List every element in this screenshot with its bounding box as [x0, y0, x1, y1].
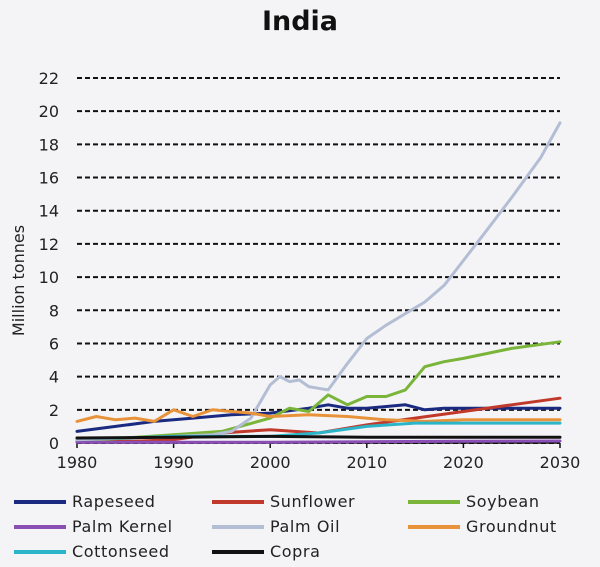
legend-item-rapeseed: Rapeseed — [14, 490, 212, 513]
legend-label: Copra — [270, 542, 321, 561]
series-line-soybean — [75, 340, 562, 443]
legend-item-copra: Copra — [212, 540, 408, 563]
legend-item-cottonseed: Cottonseed — [14, 540, 212, 563]
legend: Rapeseed Sunflower Soybean Palm Kernel Palm … — [14, 490, 594, 563]
chart-title: India — [261, 6, 339, 37]
y-tick-label: 2 — [49, 401, 59, 420]
series-line-groundnut — [75, 408, 562, 423]
legend-label: Cottonseed — [72, 542, 170, 561]
x-tick-label: 2020 — [443, 453, 484, 472]
legend-swatch — [212, 549, 264, 554]
x-tick-label: 2000 — [250, 453, 291, 472]
y-tick-label: 0 — [49, 434, 59, 453]
legend-item-groundnut: Groundnut — [408, 515, 594, 538]
x-tick-label: 2030 — [540, 453, 581, 472]
x-tick-label: 1980 — [57, 453, 98, 472]
x-tick-label: 1990 — [153, 453, 194, 472]
series-line-rapeseed — [75, 403, 562, 433]
series-line-palm-oil — [75, 121, 562, 442]
legend-item-sunflower: Sunflower — [212, 490, 408, 513]
legend-swatch — [212, 524, 264, 529]
legend-label: Palm Oil — [270, 517, 341, 536]
y-tick-label: 8 — [49, 301, 59, 320]
y-tick-label: 20 — [39, 102, 59, 121]
y-tick-label: 12 — [39, 235, 59, 254]
y-tick-label: 22 — [39, 69, 59, 88]
series-line-copra — [75, 434, 562, 440]
x-tick-label: 2010 — [346, 453, 387, 472]
series-line-palm-kernel — [75, 439, 562, 444]
line-chart: 0 2 4 6 8 10 12 14 16 18 20 22 1980 1990 2000 2010 2020 2… — [9, 69, 581, 472]
y-tick-label: 16 — [39, 169, 59, 188]
y-tick-label: 14 — [39, 202, 59, 221]
legend-swatch — [408, 524, 460, 529]
legend-item-palm-oil: Palm Oil — [212, 515, 408, 538]
legend-label: Sunflower — [270, 492, 356, 511]
legend-swatch — [14, 499, 66, 504]
legend-swatch — [14, 524, 66, 529]
y-tick-label: 4 — [49, 368, 59, 387]
legend-swatch — [14, 549, 66, 554]
legend-item-soybean: Soybean — [408, 490, 594, 513]
legend-item-palm-kernel: Palm Kernel — [14, 515, 212, 538]
legend-label: Soybean — [466, 492, 540, 511]
legend-swatch — [408, 499, 460, 504]
legend-label: Rapeseed — [72, 492, 156, 511]
y-tick-label: 18 — [39, 135, 59, 154]
y-axis-label: Million tonnes — [9, 225, 28, 336]
legend-label: Palm Kernel — [72, 517, 173, 536]
legend-swatch — [212, 499, 264, 504]
y-tick-label: 6 — [49, 334, 59, 353]
legend-label: Groundnut — [466, 517, 557, 536]
y-tick-label: 10 — [39, 268, 59, 287]
